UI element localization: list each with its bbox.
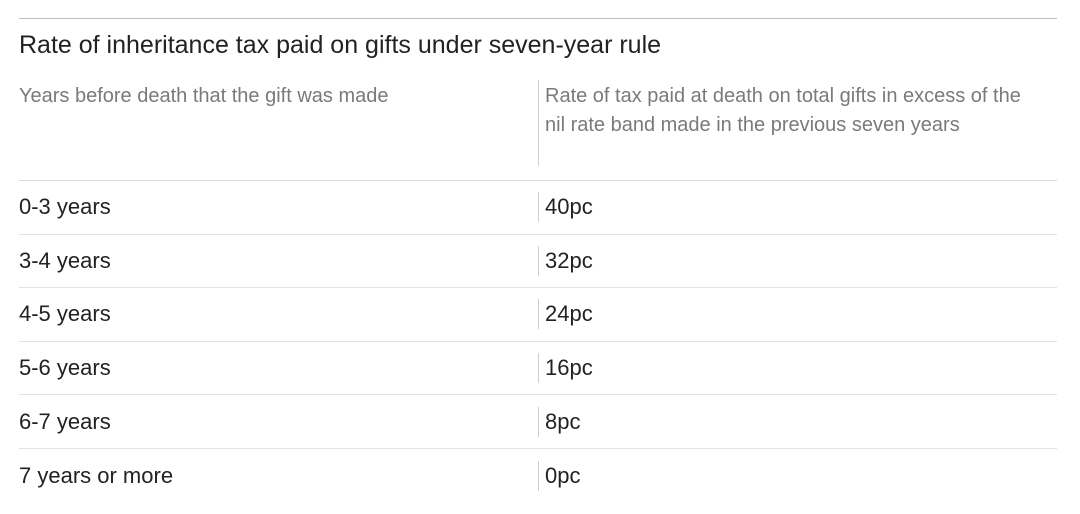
table-title: Rate of inheritance tax paid on gifts un… bbox=[19, 31, 662, 59]
top-rule bbox=[19, 18, 1057, 19]
table-row: 0-3 years 40pc bbox=[19, 181, 1057, 235]
table-row: 4-5 years 24pc bbox=[19, 288, 1057, 342]
period-cell: 7 years or more bbox=[19, 462, 174, 488]
rate-cell: 0pc bbox=[538, 460, 1057, 491]
rate-cell: 8pc bbox=[538, 406, 1057, 437]
table-row: 5-6 years 16pc bbox=[19, 342, 1057, 396]
column-header-rate: Rate of tax paid at death on total gifts… bbox=[538, 80, 1057, 166]
table-header-row: Years before death that the gift was mad… bbox=[19, 80, 1057, 181]
period-cell: 4-5 years bbox=[19, 301, 111, 327]
rate-cell: 24pc bbox=[538, 299, 1057, 330]
period-cell: 0-3 years bbox=[19, 194, 111, 220]
table-row: 6-7 years 8pc bbox=[19, 395, 1057, 449]
period-cell: 6-7 years bbox=[19, 408, 111, 434]
rate-cell: 16pc bbox=[538, 353, 1057, 384]
rate-cell: 32pc bbox=[538, 245, 1057, 276]
table-row: 3-4 years 32pc bbox=[19, 235, 1057, 289]
rate-cell: 40pc bbox=[538, 192, 1057, 223]
period-cell: 5-6 years bbox=[19, 355, 111, 381]
period-cell: 3-4 years bbox=[19, 247, 111, 273]
tax-rate-table: Years before death that the gift was mad… bbox=[19, 80, 1057, 503]
column-header-years: Years before death that the gift was mad… bbox=[19, 85, 389, 107]
table-row: 7 years or more 0pc bbox=[19, 449, 1057, 503]
